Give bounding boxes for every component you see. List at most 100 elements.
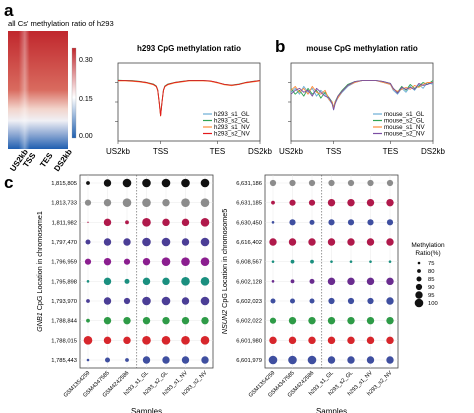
bubble [347,297,355,305]
size-legend-label: 90 [428,285,434,291]
bubble [86,358,90,362]
bubble [327,316,336,325]
bubble [308,199,316,206]
bubble [103,336,112,345]
series-line-mouse_s1_GL [290,80,434,111]
mouse-line-chart: mouse CpG methylation ratio US2kb TSS TES DS… [279,44,446,156]
bubble [388,260,392,263]
bubble [123,258,131,265]
bubble [161,296,171,306]
bubble [103,198,112,207]
gnb1-bubble-chart: 1,815,805 1,813,733 1,811,982 1,797,470 1,79… [35,174,214,413]
bubble [123,336,131,345]
y-axis-title: NSUN2 CpG Location in chromosome5 [220,209,229,334]
bubble [288,336,297,345]
bubble [162,316,170,325]
bubble [271,280,275,283]
bubble [84,258,92,265]
bubble [103,179,112,187]
bubble [290,259,295,264]
bubble [289,219,296,226]
bubble [103,238,112,246]
bubble [328,219,335,226]
bubble [386,297,394,305]
bubble [366,336,375,345]
y-axis-rest: CpG Location in chromosome5 [220,209,229,310]
bubble [125,220,129,225]
bubble [308,336,316,345]
bubble [366,316,375,325]
bubble [289,179,296,187]
legend-label: h293_s1_NV [214,124,251,131]
y-tick-label: 6,601,979 [236,358,262,364]
legend-label: h293_s2_GL [214,118,250,125]
bubble [84,199,92,206]
bubble [122,178,132,188]
bubble [349,260,353,263]
bubble [347,277,355,286]
bubble [347,179,355,187]
bubble [162,218,170,227]
nsun2-bubble-chart: 6,631,186 6,631,185 6,630,450 6,616,402 6,60… [220,174,399,413]
panel-label-b: b [275,37,285,56]
y-tick-label: 1,815,805 [51,181,77,187]
bubble [386,219,394,226]
size-legend-dot [415,283,423,291]
bubble [181,238,190,246]
bubble [200,198,210,207]
bubble [366,238,375,246]
panel-label-a: a [4,1,14,20]
bubble [181,218,190,227]
bubble [386,198,394,207]
bubble [201,316,209,325]
x-tick-label: DS2kb [248,147,273,156]
bubble [328,179,335,187]
bubble [269,179,277,187]
bubble [142,237,151,247]
y-axis-rest: CpG Location in chromosome1 [35,211,44,312]
bubble [200,336,210,345]
bubble [328,297,335,305]
heatmap-title: all Cs' methylation ratio of h293 [8,19,114,28]
x-tick-label: US2kb [279,147,304,156]
y-tick-label: 1,813,733 [51,201,77,207]
bubble [181,178,190,188]
legend-label: h293_s2_NV [214,131,251,138]
size-legend-label: 85 [428,277,434,283]
bubble [124,278,130,284]
bubble [309,278,315,284]
x-tick-label: TES [210,147,226,156]
bubble [290,279,295,284]
bubble [200,218,210,227]
bubble [386,238,394,246]
bubble [86,280,90,283]
bubble [327,277,336,286]
legend-label: mouse_s1_NV [384,124,425,131]
bubble [181,356,190,364]
bubble [103,257,112,266]
y-tick-label: 1,796,959 [51,260,77,266]
bubble [200,178,210,188]
bubble [288,238,297,246]
bubble [86,299,90,303]
bubble [290,298,295,304]
bubble [142,336,151,345]
bubble [161,336,171,345]
x-tick-label: US2kb [106,147,131,156]
bubble [310,259,314,264]
bubble [386,179,394,187]
h293-line-chart: h293 CpG methylation ratio US2kb TSS TES DS2… [106,44,273,156]
size-legend-title: Methylation [411,242,445,249]
bubble [327,336,336,345]
bubble [327,238,336,246]
bubble [181,257,190,266]
size-legend-label: 80 [428,269,434,275]
y-tick-label: 1,788,015 [51,338,77,344]
bubble [309,298,315,304]
bubble [86,181,90,185]
bubble [367,219,374,226]
legend-label: h293_s1_GL [214,111,250,118]
bubble [309,219,315,225]
legend-label: mouse_s2_GL [384,118,425,125]
